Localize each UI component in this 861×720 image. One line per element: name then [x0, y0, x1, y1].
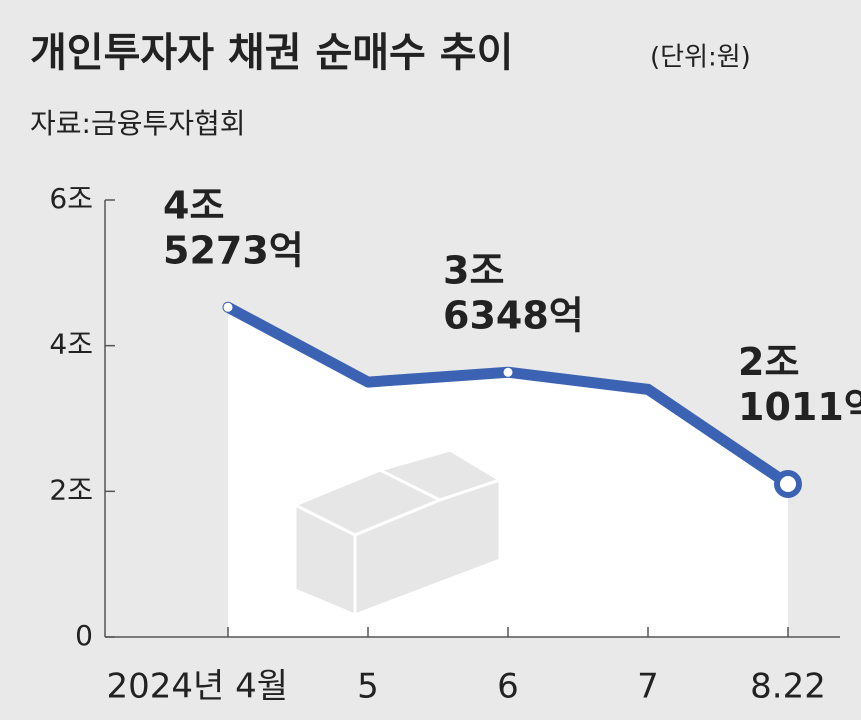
- x-tick-label: 8.22: [750, 667, 826, 707]
- point-marker: [223, 302, 233, 312]
- value-label-line: 2조: [738, 339, 799, 383]
- value-label-line: 6348억: [443, 293, 584, 337]
- x-tick-label: 7: [637, 667, 659, 707]
- y-tick-label: 0: [75, 619, 93, 652]
- x-tick-label: 2024년 4월: [106, 667, 288, 707]
- unit-note: (단위:원): [650, 43, 751, 73]
- value-label-line: 5273억: [163, 228, 304, 272]
- x-tick-label: 5: [357, 667, 379, 707]
- icon-shape: [353, 477, 502, 618]
- end-marker: [774, 469, 802, 498]
- x-tick-label: 6: [497, 667, 519, 707]
- value-label-line: 1011억: [738, 384, 861, 428]
- y-tick-label: 4조: [49, 328, 93, 361]
- value-label: 4조 5273억: [163, 183, 304, 272]
- y-tick-label: 6조: [49, 182, 93, 215]
- point-marker: [503, 367, 513, 377]
- value-label: 2조1011억: [738, 339, 861, 428]
- y-tick-label: 2조: [49, 473, 93, 506]
- chart-title: 개인투자자 채권 순매수 추이: [30, 30, 513, 76]
- value-label-line: 4조: [163, 183, 224, 227]
- value-label: 3조 6348억: [443, 248, 584, 337]
- value-label-line: 3조: [443, 248, 504, 292]
- source-note: 자료:금융투자협회: [30, 107, 246, 140]
- bond-icon: [291, 448, 504, 618]
